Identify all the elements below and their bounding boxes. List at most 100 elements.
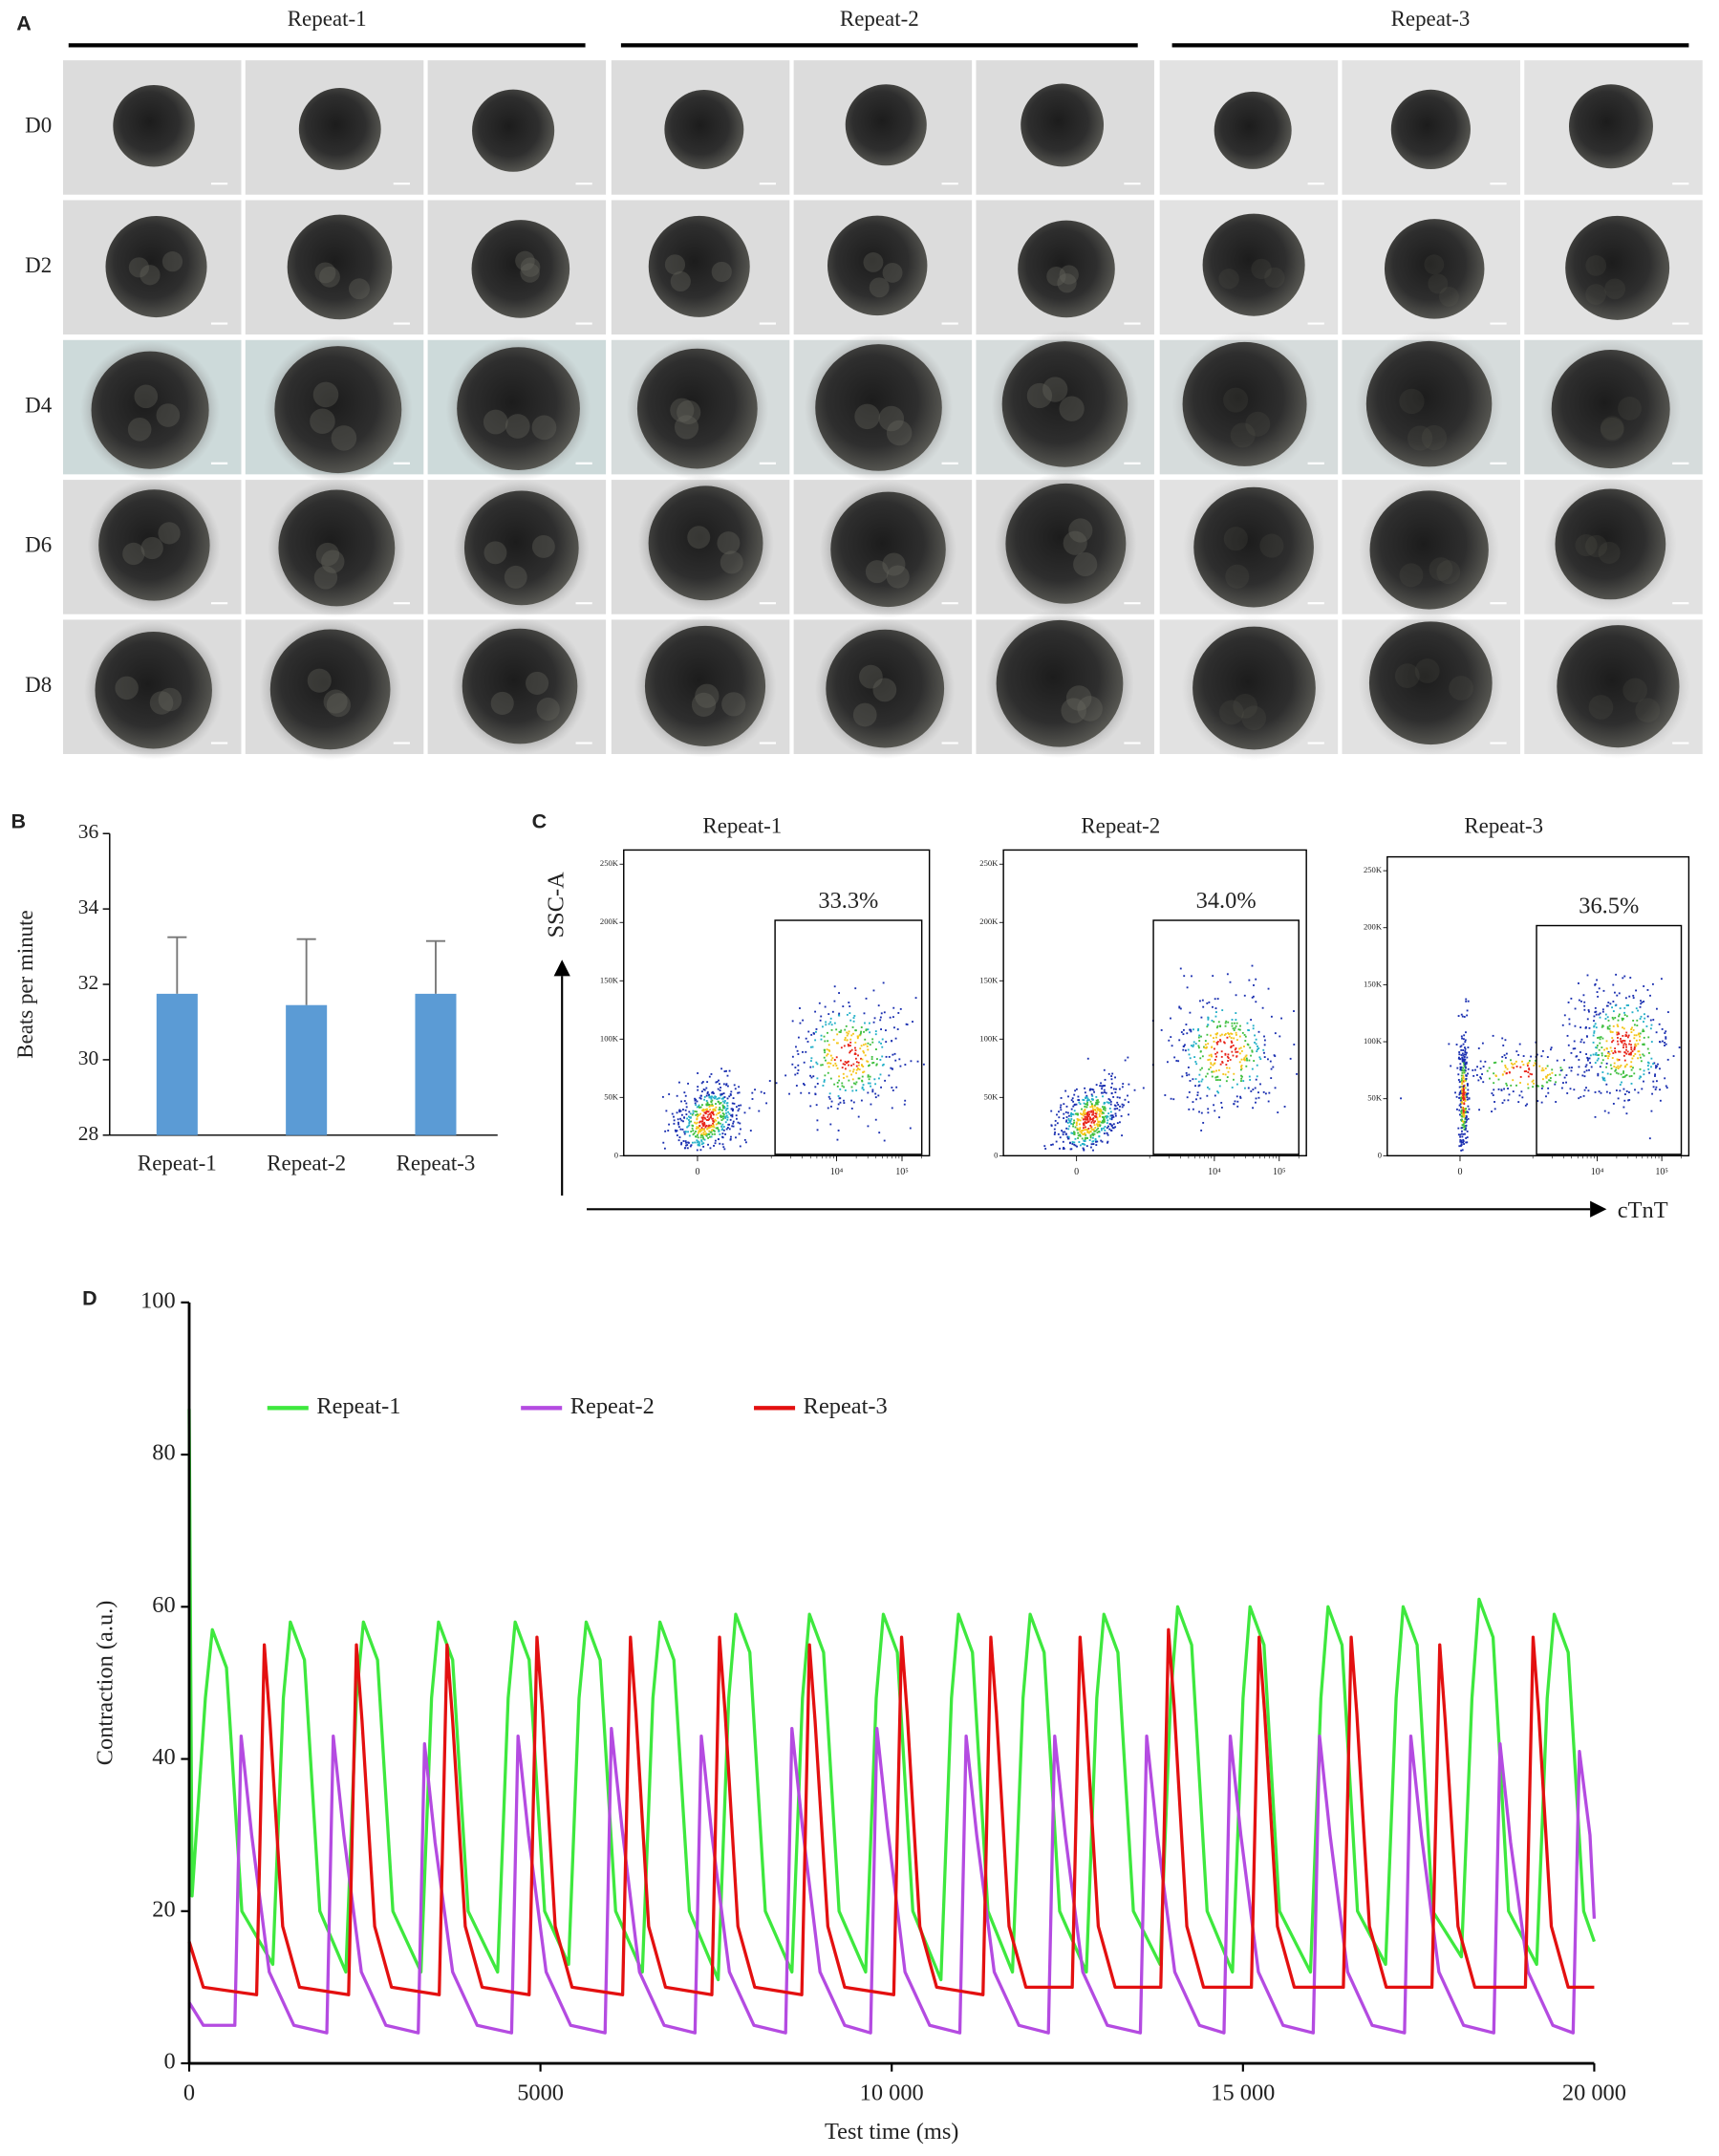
event <box>1086 1097 1089 1100</box>
event <box>1233 1029 1236 1031</box>
event <box>699 1130 702 1132</box>
event <box>839 1101 842 1104</box>
event <box>1601 1071 1604 1073</box>
event <box>1518 1094 1521 1097</box>
micrograph <box>1159 476 1339 618</box>
event <box>686 1147 689 1150</box>
event <box>1450 1065 1452 1067</box>
event <box>720 1094 722 1097</box>
event <box>1541 1049 1544 1052</box>
event <box>1465 1062 1468 1065</box>
event <box>1622 1018 1624 1020</box>
event <box>1636 1019 1639 1022</box>
event <box>1459 1133 1462 1136</box>
event <box>1065 1127 1068 1130</box>
event <box>1067 1135 1070 1138</box>
event <box>1603 1048 1605 1051</box>
event <box>1121 1086 1124 1089</box>
event <box>1623 1059 1626 1062</box>
event <box>728 1128 731 1131</box>
event <box>1088 1113 1090 1116</box>
event <box>702 1132 705 1134</box>
spheroid-detail <box>321 550 345 573</box>
event <box>734 1088 737 1090</box>
event <box>1090 1110 1093 1113</box>
event <box>833 1000 836 1003</box>
event <box>695 1113 698 1116</box>
event <box>1614 1069 1617 1072</box>
event <box>1186 1096 1189 1099</box>
event <box>1213 1104 1215 1107</box>
event <box>1196 1029 1199 1032</box>
event <box>1505 1072 1508 1075</box>
event <box>1095 1140 1097 1143</box>
event <box>1463 1126 1466 1129</box>
event <box>1639 1005 1642 1008</box>
event <box>1464 1051 1467 1054</box>
event <box>1605 1083 1608 1086</box>
event <box>862 1066 865 1067</box>
event <box>1462 1049 1465 1051</box>
event <box>725 1108 728 1110</box>
spheroid-detail <box>310 408 335 435</box>
event <box>1463 1103 1466 1106</box>
event <box>1246 1022 1249 1024</box>
event <box>1111 1114 1114 1117</box>
event <box>855 1065 858 1067</box>
event <box>1110 1118 1113 1121</box>
event <box>1095 1144 1098 1146</box>
event <box>1596 991 1599 993</box>
event <box>1226 1076 1229 1079</box>
event <box>1206 1086 1209 1089</box>
event <box>1462 1140 1465 1143</box>
event <box>1644 1013 1645 1016</box>
event <box>855 1071 857 1074</box>
event <box>1187 1048 1190 1051</box>
event <box>1642 1028 1644 1031</box>
event <box>880 1086 882 1089</box>
event <box>1643 1073 1645 1076</box>
event <box>751 1091 754 1094</box>
spheroid-detail <box>1421 424 1448 451</box>
event <box>1067 1128 1070 1131</box>
event <box>1606 1072 1609 1075</box>
event <box>1116 1101 1119 1104</box>
event <box>1653 1062 1656 1065</box>
event <box>697 1072 699 1074</box>
event <box>1510 1059 1512 1062</box>
event <box>1251 964 1254 967</box>
event <box>1646 1065 1649 1067</box>
event <box>868 1022 870 1024</box>
event <box>1212 975 1214 978</box>
event <box>1615 973 1618 976</box>
spheroid-detail <box>158 687 183 712</box>
event <box>692 1125 695 1128</box>
event <box>1101 1112 1104 1115</box>
event <box>811 1046 814 1048</box>
event <box>1559 1069 1562 1072</box>
event <box>1082 1132 1085 1135</box>
event <box>1639 1032 1642 1035</box>
event <box>1211 1046 1214 1048</box>
spheroid-detail <box>1264 267 1285 289</box>
event <box>1633 1047 1636 1050</box>
event <box>1482 1081 1485 1084</box>
event <box>1650 1041 1653 1044</box>
event <box>1642 1053 1644 1056</box>
event <box>1633 1024 1636 1026</box>
event <box>1085 1145 1088 1148</box>
event <box>1628 1091 1630 1093</box>
event <box>820 1064 823 1067</box>
event <box>1481 1042 1484 1045</box>
spheroid-detail <box>691 692 717 718</box>
event <box>1457 1133 1460 1136</box>
event <box>1082 1143 1085 1145</box>
event <box>1095 1116 1097 1118</box>
event <box>827 1066 830 1068</box>
event <box>857 1064 860 1067</box>
event <box>1621 1081 1622 1084</box>
event <box>1460 1068 1463 1071</box>
event <box>715 1119 718 1122</box>
event <box>1464 1069 1467 1072</box>
